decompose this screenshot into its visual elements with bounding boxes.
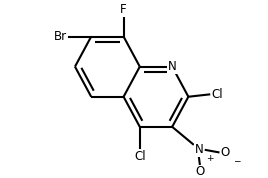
Text: Br: Br [53, 30, 66, 43]
Text: Cl: Cl [211, 88, 223, 101]
Text: O: O [195, 166, 204, 178]
Text: N: N [194, 143, 203, 156]
Text: −: − [233, 157, 240, 166]
Text: Cl: Cl [134, 150, 146, 163]
Text: O: O [221, 146, 230, 159]
Text: +: + [206, 154, 214, 163]
Text: F: F [120, 3, 127, 16]
Text: N: N [168, 60, 177, 73]
